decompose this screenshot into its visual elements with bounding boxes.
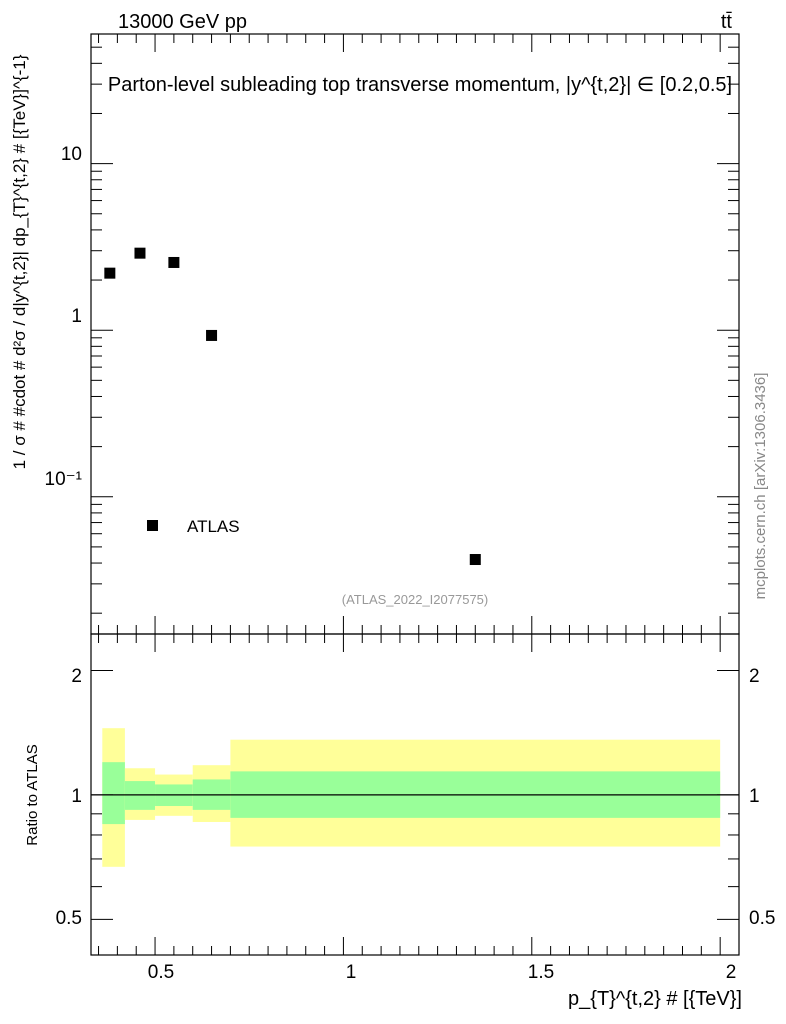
- legend-entry: ATLAS: [187, 517, 240, 536]
- x-axis-label: p_{T}^{t,2} # [{TeV}]: [568, 988, 742, 1010]
- data-point: [134, 247, 146, 259]
- main-x-ticks: [98, 34, 740, 634]
- ratio-tick-label-left-0: 0.5: [56, 908, 82, 929]
- y-axis-label-ratio: Ratio to ATLAS: [24, 744, 41, 845]
- ratio-tick-label-left-2: 2: [71, 666, 82, 687]
- ratio-y-ticks: [91, 669, 739, 920]
- ratio-x-ticks: [98, 634, 740, 955]
- legend-marker: [147, 520, 158, 531]
- chart-title: Parton-level subleading top transverse m…: [108, 74, 732, 96]
- y-axis-label-main: 1 / σ # #cdot # d²σ / d|y^{t,2}| dp_{T}^…: [10, 54, 29, 469]
- ratio-band-inner: [102, 762, 125, 825]
- energy-label: 13000 GeV pp: [118, 11, 247, 33]
- data-point: [104, 267, 116, 279]
- data-points: [104, 247, 481, 566]
- ratio-bands: [102, 728, 721, 867]
- ratio-frame: [90, 633, 740, 956]
- side-label: mcplots.cern.ch [arXiv:1306.3436]: [752, 373, 769, 600]
- ratio-tick-label-right-1: 1: [749, 786, 760, 807]
- ratio-tick-label-left-1: 1: [71, 786, 82, 807]
- main-tick-label-2: 10: [61, 144, 82, 165]
- x-tick-label-2: 1.5: [528, 962, 554, 983]
- watermark: (ATLAS_2022_I2077575): [342, 592, 488, 607]
- ratio-panel: 0.5 1 2 0.5 1 2 Ratio to ATLAS 0.5 1 1.5…: [24, 633, 775, 1010]
- x-tick-label-0: 0.5: [148, 962, 174, 983]
- main-tick-label-0: 10⁻¹: [45, 469, 83, 490]
- ratio-tick-label-right-0: 0.5: [749, 908, 775, 929]
- main-y-ticks: [91, 33, 739, 614]
- data-point: [168, 256, 180, 268]
- ratio-tick-label-right-2: 2: [749, 666, 760, 687]
- data-point: [469, 554, 481, 566]
- x-tick-label-3: 2: [726, 962, 737, 983]
- x-tick-label-1: 1: [346, 962, 357, 983]
- process-label: tt̄: [721, 11, 733, 33]
- main-panel: Parton-level subleading top transverse m…: [10, 33, 740, 635]
- main-tick-label-1: 1: [71, 306, 82, 327]
- data-point: [206, 329, 218, 341]
- main-frame: [90, 33, 740, 635]
